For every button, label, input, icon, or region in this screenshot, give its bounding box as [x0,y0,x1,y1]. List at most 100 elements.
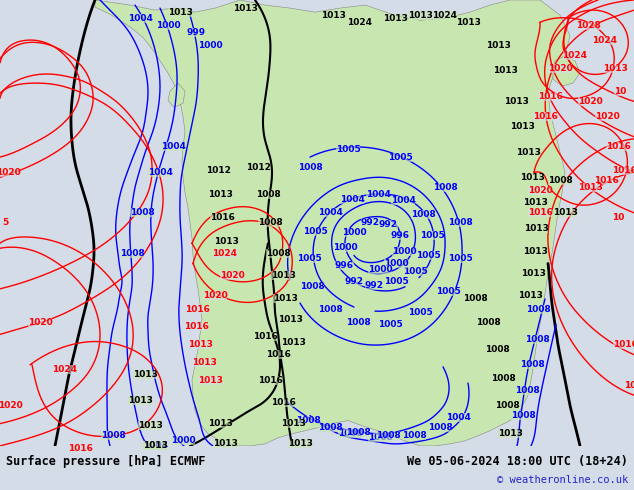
Text: 992: 992 [344,277,363,286]
Polygon shape [168,83,185,107]
Text: 1008: 1008 [375,431,401,441]
Text: 1008: 1008 [318,305,342,314]
Text: 1028: 1028 [576,21,600,30]
Text: 1020: 1020 [578,97,602,106]
Text: 1008: 1008 [338,429,363,438]
Text: 1013: 1013 [486,41,510,50]
Text: 1020: 1020 [595,112,619,121]
Text: 1008: 1008 [120,249,145,258]
Text: 1016: 1016 [612,166,634,175]
Text: 992: 992 [365,281,384,290]
Text: 1008: 1008 [266,249,290,258]
Text: 1013: 1013 [167,8,193,17]
Text: 1008: 1008 [256,190,280,199]
Text: 1004: 1004 [127,14,152,23]
Text: 1005: 1005 [378,320,403,329]
Text: 1008: 1008 [257,219,282,227]
Text: 1008: 1008 [463,294,488,303]
Text: 1012: 1012 [205,166,230,175]
Text: 1000: 1000 [342,227,366,237]
Text: 1008: 1008 [300,282,325,291]
Text: 1016: 1016 [612,340,634,349]
Text: 992: 992 [378,220,398,229]
Text: 1013: 1013 [522,247,547,256]
Text: 1005: 1005 [416,251,441,260]
Text: 1008: 1008 [526,305,550,314]
Text: 1008: 1008 [129,208,154,218]
Text: 1016: 1016 [68,444,93,453]
Text: 10: 10 [624,381,634,390]
Text: 1013: 1013 [212,440,238,448]
Text: 1004: 1004 [391,196,415,205]
Text: 1013: 1013 [233,3,257,13]
Text: 1013: 1013 [278,315,302,324]
Text: 1013: 1013 [207,419,233,428]
Text: 992: 992 [361,219,380,227]
Text: 1016: 1016 [184,305,209,314]
Text: 1005: 1005 [420,231,444,240]
Text: 1008: 1008 [491,373,515,383]
Text: 1008: 1008 [448,219,472,227]
Text: 1008: 1008 [368,433,392,442]
Text: 1020: 1020 [219,271,244,280]
Text: 1013: 1013 [321,11,346,20]
Text: 1005: 1005 [436,287,460,296]
Text: 1024: 1024 [53,366,77,374]
Text: 996: 996 [335,261,354,270]
Text: 1008: 1008 [295,416,320,425]
Text: 1004: 1004 [340,195,365,204]
Polygon shape [95,0,570,446]
Text: 1008: 1008 [401,431,427,441]
Text: 1008: 1008 [346,428,370,437]
Text: 1013: 1013 [143,441,167,450]
Text: 1004: 1004 [366,190,391,199]
Text: 1013: 1013 [188,340,212,349]
Text: 1020: 1020 [548,64,573,74]
Text: 999: 999 [186,28,205,37]
Text: 1005: 1005 [297,254,321,263]
Text: 1004: 1004 [160,143,185,151]
Text: 1020: 1020 [0,168,20,177]
Text: 1013: 1013 [207,190,233,199]
Text: 10: 10 [614,87,626,96]
Text: 1013: 1013 [503,97,528,106]
Text: 1016: 1016 [184,322,209,331]
Text: 1013: 1013 [191,358,216,368]
Text: 1024: 1024 [212,249,238,258]
Text: 1004: 1004 [143,441,167,450]
Text: 1020: 1020 [203,292,228,300]
Text: 1000: 1000 [198,41,223,50]
Text: 1005: 1005 [408,308,432,317]
Text: 1013: 1013 [273,294,297,303]
Text: 1020: 1020 [527,186,552,195]
Text: 1016: 1016 [257,375,282,385]
Text: 1013: 1013 [602,64,628,74]
Text: 1000: 1000 [392,247,417,256]
Text: 1013: 1013 [515,147,540,156]
Text: 1008: 1008 [515,386,540,394]
Text: 1005: 1005 [384,277,408,286]
Text: 10: 10 [612,213,624,222]
Text: 1024: 1024 [432,11,458,20]
Text: 996: 996 [391,231,410,240]
Text: 1005: 1005 [403,267,427,276]
Text: 1008: 1008 [548,176,573,185]
Text: 1008: 1008 [484,345,509,354]
Text: 1005: 1005 [387,152,412,162]
Text: 1005: 1005 [335,146,360,154]
Text: 1016: 1016 [252,332,278,341]
Text: 1013: 1013 [382,14,408,23]
Text: 1008: 1008 [101,431,126,441]
Text: 1008: 1008 [524,335,550,344]
Text: 1008: 1008 [432,183,457,192]
Text: 1005: 1005 [448,254,472,263]
Text: 1013: 1013 [522,198,547,207]
Text: 1005: 1005 [302,226,327,236]
Text: 1008: 1008 [411,210,436,220]
Text: 1008: 1008 [510,411,535,420]
Text: 1012: 1012 [245,163,271,172]
Text: 1020: 1020 [28,318,53,327]
Text: 5: 5 [2,219,8,227]
Text: 1016: 1016 [538,92,562,101]
Text: 1000: 1000 [368,265,392,274]
